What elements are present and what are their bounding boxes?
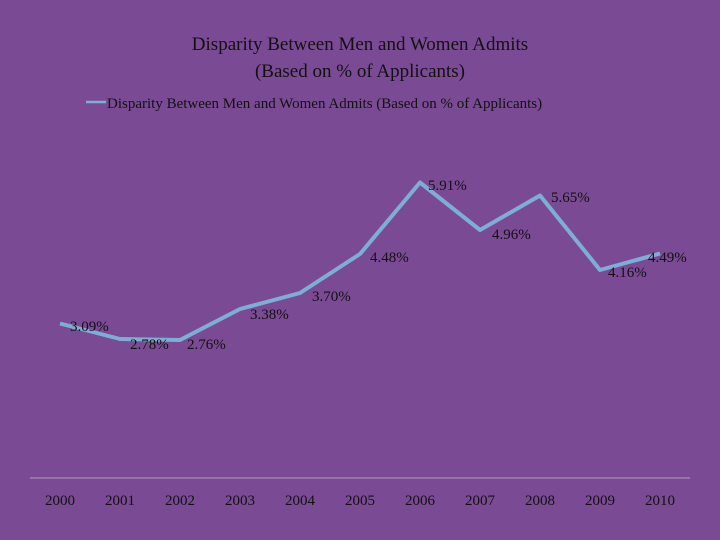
data-label: 3.09% — [70, 319, 109, 335]
data-label: 3.38% — [250, 307, 289, 323]
data-label: 4.96% — [492, 227, 531, 243]
data-label: 5.65% — [551, 190, 590, 206]
legend-entry: Disparity Between Men and Women Admits (… — [107, 96, 542, 112]
data-label: 3.70% — [312, 289, 351, 305]
x-tick-labels: 2000 2001 2002 2003 2004 2005 2006 2007 2008 2009… — [45, 493, 675, 509]
x-tick-label: 2006 — [405, 493, 436, 509]
series-line — [59, 180, 661, 342]
x-tick-label: 2003 — [225, 493, 255, 509]
data-label: 4.16% — [608, 265, 647, 281]
data-label: 4.48% — [370, 250, 409, 266]
x-tick-label: 2007 — [465, 493, 496, 509]
x-tick-label: 2001 — [105, 493, 135, 509]
x-tick-label: 2000 — [45, 493, 75, 509]
x-tick-label: 2010 — [645, 493, 675, 509]
data-labels: 3.09% 2.78% 2.76% 3.38% 3.70% 4.48% 5.91% 4.96%… — [70, 178, 687, 353]
data-label: 2.76% — [187, 337, 226, 353]
x-tick-label: 2004 — [285, 493, 316, 509]
data-label: 5.91% — [428, 178, 467, 194]
x-tick-label: 2002 — [165, 493, 195, 509]
x-tick-label: 2009 — [585, 493, 615, 509]
chart-title-line-1: Disparity Between Men and Women Admits — [192, 34, 528, 55]
legend: Disparity Between Men and Women Admits (… — [86, 96, 542, 112]
data-label: 4.49% — [648, 250, 687, 266]
x-tick-label: 2005 — [345, 493, 375, 509]
x-tick-label: 2008 — [525, 493, 555, 509]
data-label: 2.78% — [130, 337, 169, 353]
chart-title-line-2: (Based on % of Applicants) — [255, 61, 465, 82]
